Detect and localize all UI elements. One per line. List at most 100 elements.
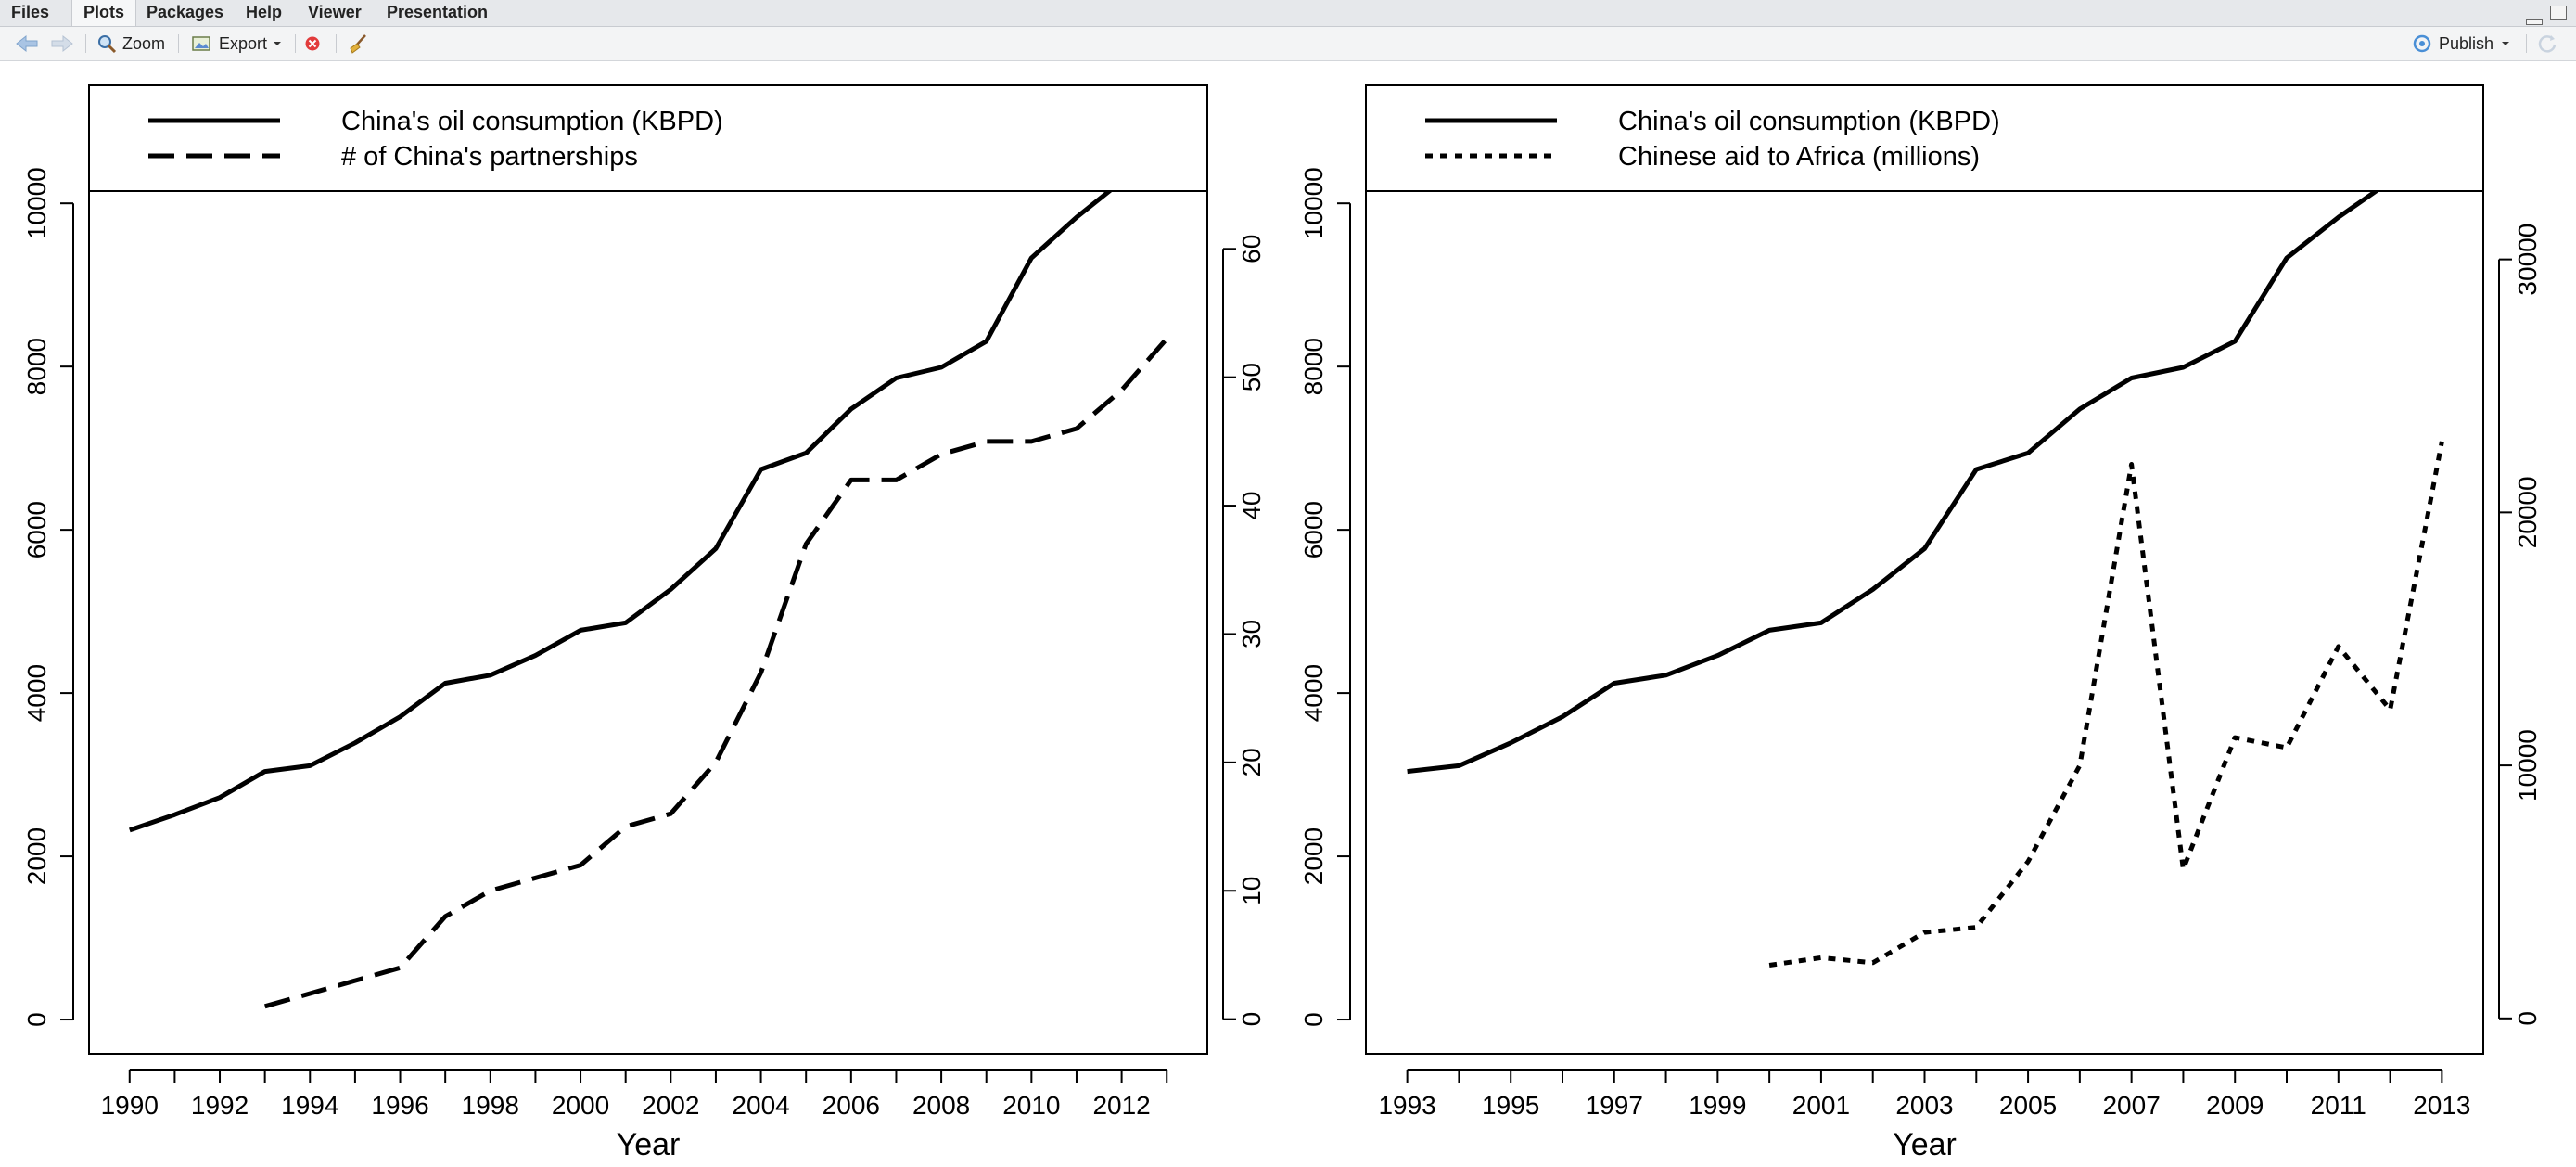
y-tick-label: 8000 xyxy=(22,338,51,395)
series-line-2 xyxy=(264,337,1169,1009)
tab-plots-label: Plots xyxy=(83,3,125,21)
x-tick-label: 1995 xyxy=(1482,1091,1539,1120)
x-tick-label: 1992 xyxy=(191,1091,249,1120)
tab-help[interactable]: Help xyxy=(246,0,282,26)
tab-help-label: Help xyxy=(246,3,283,21)
x-tick-label: 2013 xyxy=(2413,1091,2470,1120)
x-tick-label: 2012 xyxy=(1092,1091,1150,1120)
x-tick-label: 2007 xyxy=(2102,1091,2160,1120)
y-tick-label: 10000 xyxy=(1299,167,1328,239)
x-tick-label: 1999 xyxy=(1689,1091,1746,1120)
series-line-1 xyxy=(1407,191,2380,775)
chart-panel-2: China's oil consumption (KBPD) Chinese ai… xyxy=(1299,84,2542,1162)
publish-label: Publish xyxy=(2439,34,2494,53)
x-tick-label: 1993 xyxy=(1378,1091,1435,1120)
remove-plot-button[interactable] xyxy=(304,27,321,60)
x-tick-label: 1994 xyxy=(281,1091,338,1120)
chevron-down-icon xyxy=(274,42,282,45)
y-tick-label: 0 xyxy=(22,1012,51,1027)
legend-label-1: China's oil consumption (KBPD) xyxy=(1618,107,2000,136)
chevron-down-icon xyxy=(2502,42,2510,45)
legend-label-1: China's oil consumption (KBPD) xyxy=(341,107,723,136)
zoom-label: Zoom xyxy=(122,34,166,53)
x-tick-label: 2010 xyxy=(1002,1091,1060,1120)
tab-viewer[interactable]: Viewer xyxy=(308,0,362,26)
x-tick-label: 2003 xyxy=(1895,1091,1953,1120)
plot-canvas: China's oil consumption (KBPD) # of China… xyxy=(22,84,2542,1162)
y2-tick-label: 20000 xyxy=(2513,476,2542,548)
back-button[interactable] xyxy=(15,27,39,60)
y2-tick-label: 30000 xyxy=(2513,224,2542,296)
forward-button[interactable] xyxy=(50,27,74,60)
maximize-pane-icon[interactable] xyxy=(2550,6,2567,20)
tab-packages-label: Packages xyxy=(147,3,224,21)
arrow-right-icon xyxy=(51,34,73,53)
legend-label-2: # of China's partnerships xyxy=(341,142,638,172)
remove-plot-icon xyxy=(305,36,320,51)
tab-presentation[interactable]: Presentation xyxy=(387,0,488,26)
plots-toolbar: Zoom Export Publish xyxy=(0,27,2576,61)
x-axis-title: Year xyxy=(617,1127,681,1160)
plot-viewer: China's oil consumption (KBPD) # of China… xyxy=(7,65,2569,1162)
arrow-left-icon xyxy=(16,34,38,53)
legend-label-2: Chinese aid to Africa (millions) xyxy=(1618,142,1980,172)
x-axis-title: Year xyxy=(1893,1127,1957,1160)
y2-tick-label: 60 xyxy=(1237,235,1266,263)
y2-tick-label: 10000 xyxy=(2513,729,2542,802)
x-tick-label: 2006 xyxy=(823,1091,880,1120)
y-tick-label: 2000 xyxy=(1299,827,1328,885)
y-tick-label: 4000 xyxy=(1299,664,1328,722)
export-image-icon xyxy=(192,36,210,51)
y-tick-label: 2000 xyxy=(22,827,51,885)
refresh-icon xyxy=(2538,35,2557,53)
y-tick-label: 6000 xyxy=(1299,501,1328,558)
refresh-button[interactable] xyxy=(2537,27,2557,60)
tab-presentation-label: Presentation xyxy=(387,3,489,21)
y2-tick-label: 0 xyxy=(1237,1012,1266,1027)
x-tick-label: 2000 xyxy=(552,1091,609,1120)
y2-tick-label: 40 xyxy=(1237,491,1266,519)
pane-tab-bar: Files Plots Packages Help Viewer Present… xyxy=(0,0,2576,27)
plot-frame xyxy=(88,84,1208,1055)
y2-tick-label: 30 xyxy=(1237,620,1266,648)
x-tick-label: 2011 xyxy=(2311,1091,2366,1120)
y-tick-label: 10000 xyxy=(22,167,51,239)
plot-frame xyxy=(1365,84,2484,1055)
x-tick-label: 1997 xyxy=(1586,1091,1643,1120)
y2-tick-label: 20 xyxy=(1237,748,1266,776)
tab-files-label: Files xyxy=(11,3,50,21)
y-tick-label: 4000 xyxy=(22,664,51,722)
x-tick-label: 1998 xyxy=(462,1091,519,1120)
x-tick-label: 2005 xyxy=(1999,1091,2057,1120)
tab-files[interactable]: Files xyxy=(11,0,49,26)
x-tick-label: 2001 xyxy=(1792,1091,1850,1120)
magnifier-icon xyxy=(98,35,117,54)
chart-panel-1: China's oil consumption (KBPD) # of China… xyxy=(22,84,1266,1162)
window-controls xyxy=(2522,6,2567,25)
x-tick-label: 1990 xyxy=(101,1091,159,1120)
series-line-2 xyxy=(1768,441,2444,968)
x-tick-label: 2004 xyxy=(732,1091,789,1120)
clear-plots-button[interactable] xyxy=(347,27,369,60)
series-line-1 xyxy=(128,191,1114,833)
zoom-button[interactable]: Zoom xyxy=(96,27,165,60)
tab-viewer-label: Viewer xyxy=(308,3,362,21)
y2-tick-label: 10 xyxy=(1237,877,1266,905)
minimize-pane-icon[interactable] xyxy=(2525,19,2543,25)
y2-tick-label: 50 xyxy=(1237,363,1266,391)
export-label: Export xyxy=(219,34,268,53)
y-tick-label: 0 xyxy=(1299,1012,1328,1027)
publish-button[interactable]: Publish xyxy=(2411,27,2512,60)
tab-packages[interactable]: Packages xyxy=(147,0,223,26)
y-tick-label: 6000 xyxy=(22,501,51,558)
x-tick-label: 2009 xyxy=(2206,1091,2264,1120)
export-button[interactable]: Export xyxy=(191,27,282,60)
x-tick-label: 2002 xyxy=(642,1091,699,1120)
broom-icon xyxy=(350,34,366,54)
y-tick-label: 8000 xyxy=(1299,338,1328,395)
tab-plots[interactable]: Plots xyxy=(71,0,137,26)
x-tick-label: 1996 xyxy=(371,1091,428,1120)
publish-icon xyxy=(2413,34,2431,53)
y2-tick-label: 0 xyxy=(2513,1011,2542,1026)
x-tick-label: 2008 xyxy=(912,1091,970,1120)
